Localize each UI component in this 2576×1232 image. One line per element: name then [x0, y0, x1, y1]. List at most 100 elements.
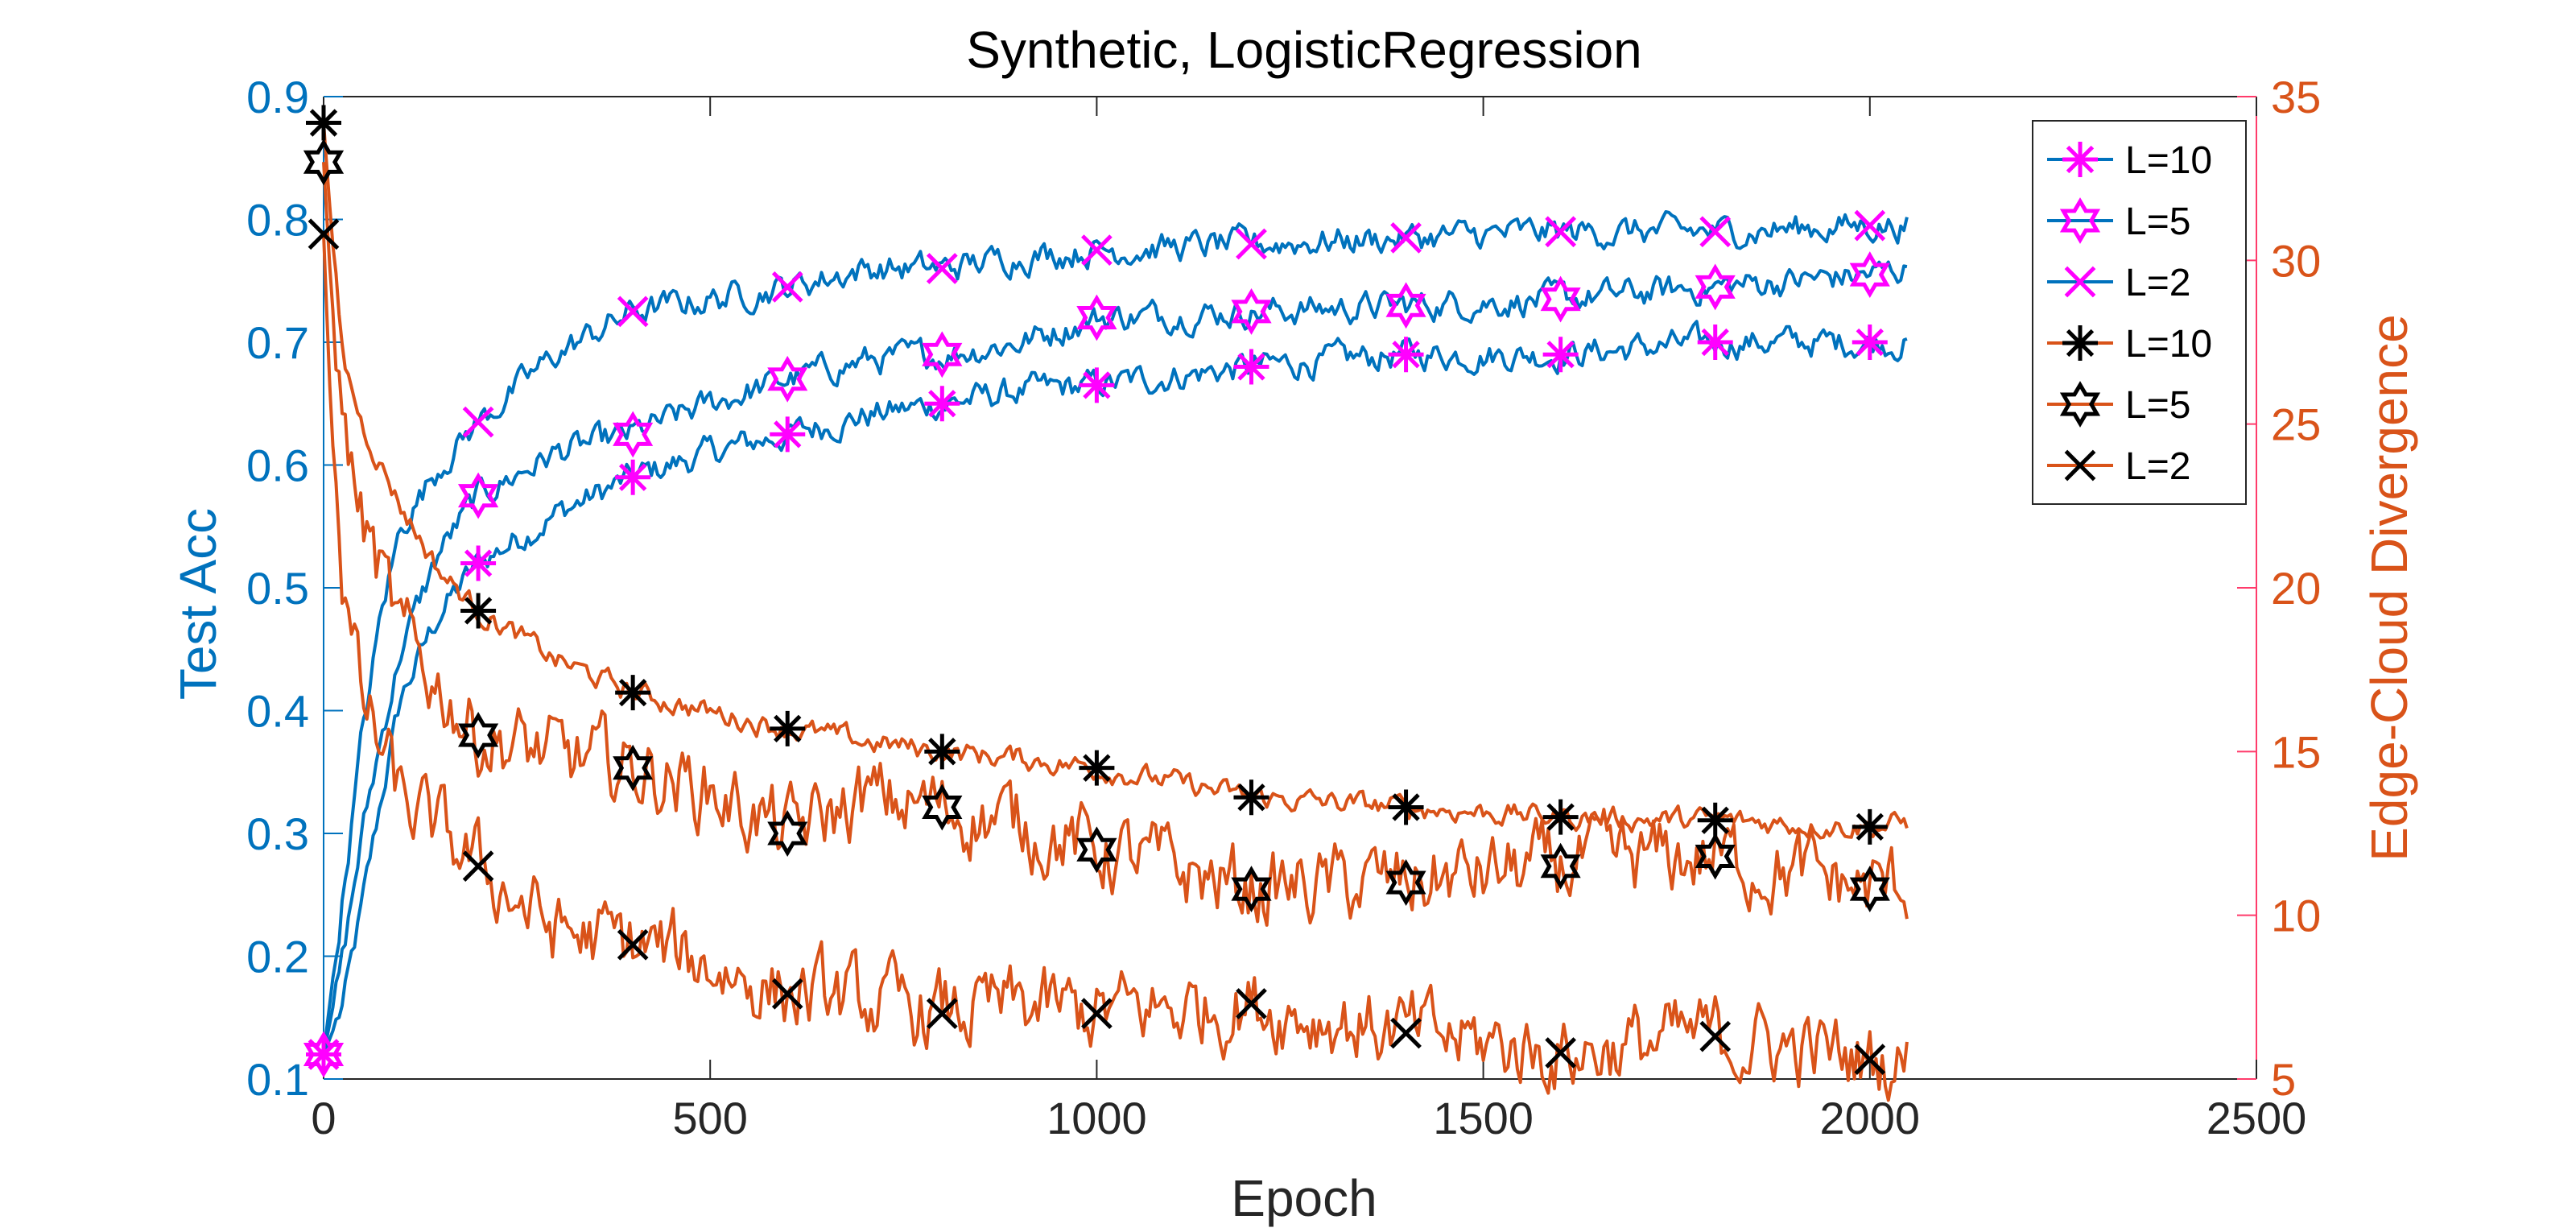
- series-line: [322, 210, 1909, 1055]
- axes-layer: 0 500 1000 1500 2000 2500 0.1 0.2 0.3 0.4 0.5 0.6 0.…: [246, 72, 2321, 1143]
- x-tick-label: 2000: [1820, 1093, 1921, 1143]
- x-tick-label: 2500: [2207, 1093, 2307, 1143]
- legend-marker: [2064, 266, 2096, 298]
- data-marker: [1076, 826, 1117, 874]
- lines-layer: [322, 122, 1909, 1102]
- data-marker: [1542, 337, 1579, 373]
- data-marker: [1540, 275, 1581, 323]
- data-marker: [1854, 1044, 1886, 1075]
- data-marker: [1542, 799, 1579, 835]
- data-marker: [1695, 263, 1736, 311]
- y-tick-label-right: 35: [2271, 72, 2321, 122]
- data-marker: [303, 1031, 345, 1078]
- series-line: [322, 320, 1908, 1056]
- series-line: [322, 162, 1909, 927]
- data-marker: [1849, 866, 1890, 913]
- y-tick-label-right: 20: [2271, 563, 2321, 614]
- data-marker: [1390, 1017, 1422, 1049]
- data-marker: [1390, 222, 1422, 254]
- data-marker: [617, 928, 649, 961]
- data-marker: [615, 675, 651, 711]
- data-marker: [462, 850, 494, 883]
- data-marker: [1697, 802, 1733, 838]
- data-marker: [462, 406, 494, 438]
- data-marker: [1540, 842, 1581, 890]
- data-marker: [1852, 325, 1888, 360]
- y-tick-label-right: 5: [2271, 1054, 2296, 1105]
- y-tick-label-right: 25: [2271, 399, 2321, 450]
- x-tick-label: 500: [672, 1093, 747, 1143]
- data-marker: [922, 331, 963, 378]
- data-marker: [926, 253, 958, 284]
- data-marker: [1081, 234, 1113, 266]
- data-marker: [613, 411, 654, 458]
- legend-label: L=10: [2125, 323, 2212, 366]
- data-marker: [308, 218, 340, 250]
- legend-marker: [2062, 325, 2098, 361]
- data-marker: [1699, 216, 1732, 248]
- data-marker: [1388, 789, 1424, 825]
- series-line: [322, 260, 1908, 1055]
- chart-title: Synthetic, LogisticRegression: [966, 21, 1642, 79]
- y-tick-label-right: 10: [2271, 891, 2321, 941]
- data-marker: [924, 734, 960, 770]
- data-marker: [1695, 833, 1736, 880]
- legend-label: L=2: [2125, 262, 2190, 304]
- data-marker: [1231, 287, 1272, 335]
- legend-label: L=2: [2125, 445, 2190, 488]
- data-marker: [303, 138, 345, 186]
- x-tick-label: 1000: [1046, 1093, 1147, 1143]
- y-tick-label-left: 0.3: [246, 808, 309, 859]
- data-marker: [771, 271, 803, 303]
- legend: L=10 L=5 L=2 L=10 L=5 L=2: [2032, 120, 2247, 505]
- data-marker: [1236, 988, 1267, 1019]
- y-tick-label-left: 0.7: [246, 317, 309, 368]
- y-tick-label-right: 30: [2271, 235, 2321, 286]
- y-tick-label-right: 15: [2271, 726, 2321, 777]
- legend-marker: [2059, 381, 2101, 428]
- data-marker: [308, 1039, 340, 1070]
- data-marker: [924, 386, 960, 422]
- data-marker: [457, 712, 499, 759]
- data-marker: [767, 810, 808, 857]
- data-marker: [1233, 779, 1269, 816]
- legend-box: [2032, 120, 2247, 505]
- data-marker: [613, 744, 654, 792]
- data-marker: [1388, 337, 1424, 373]
- y-axis-title-right: Edge-Cloud Divergence: [2360, 314, 2418, 862]
- y-tick-label-left: 0.1: [246, 1054, 309, 1105]
- data-marker: [1233, 349, 1269, 385]
- data-marker: [615, 459, 651, 495]
- y-tick-label-left: 0.6: [246, 440, 309, 491]
- legend-marker: [2064, 449, 2096, 482]
- y-tick-label-left: 0.8: [246, 195, 309, 246]
- data-marker: [1231, 866, 1272, 913]
- data-marker: [1079, 750, 1115, 786]
- data-marker: [926, 998, 958, 1030]
- x-tick-label: 1500: [1433, 1093, 1534, 1143]
- series-line: [322, 122, 1909, 840]
- data-marker: [460, 545, 497, 581]
- legend-label: L=5: [2125, 384, 2190, 427]
- data-marker: [1852, 808, 1888, 845]
- data-marker: [617, 296, 649, 328]
- data-marker: [306, 105, 341, 141]
- data-marker: [771, 978, 803, 1010]
- y-tick-label-left: 0.5: [246, 563, 309, 614]
- data-marker: [770, 416, 806, 453]
- data-marker: [1699, 1020, 1732, 1052]
- data-marker: [1081, 998, 1113, 1030]
- legend-label: L=10: [2125, 139, 2212, 182]
- y-axis-title-left: Test Acc: [169, 508, 227, 700]
- x-tick-label: 0: [311, 1093, 336, 1143]
- data-marker: [1385, 859, 1426, 906]
- data-marker: [770, 710, 806, 746]
- series-line: [322, 234, 1909, 1102]
- legend-marker: [2059, 197, 2101, 244]
- data-marker: [1849, 251, 1890, 299]
- data-marker: [1385, 282, 1426, 329]
- data-marker: [767, 355, 808, 403]
- data-marker: [1236, 228, 1267, 260]
